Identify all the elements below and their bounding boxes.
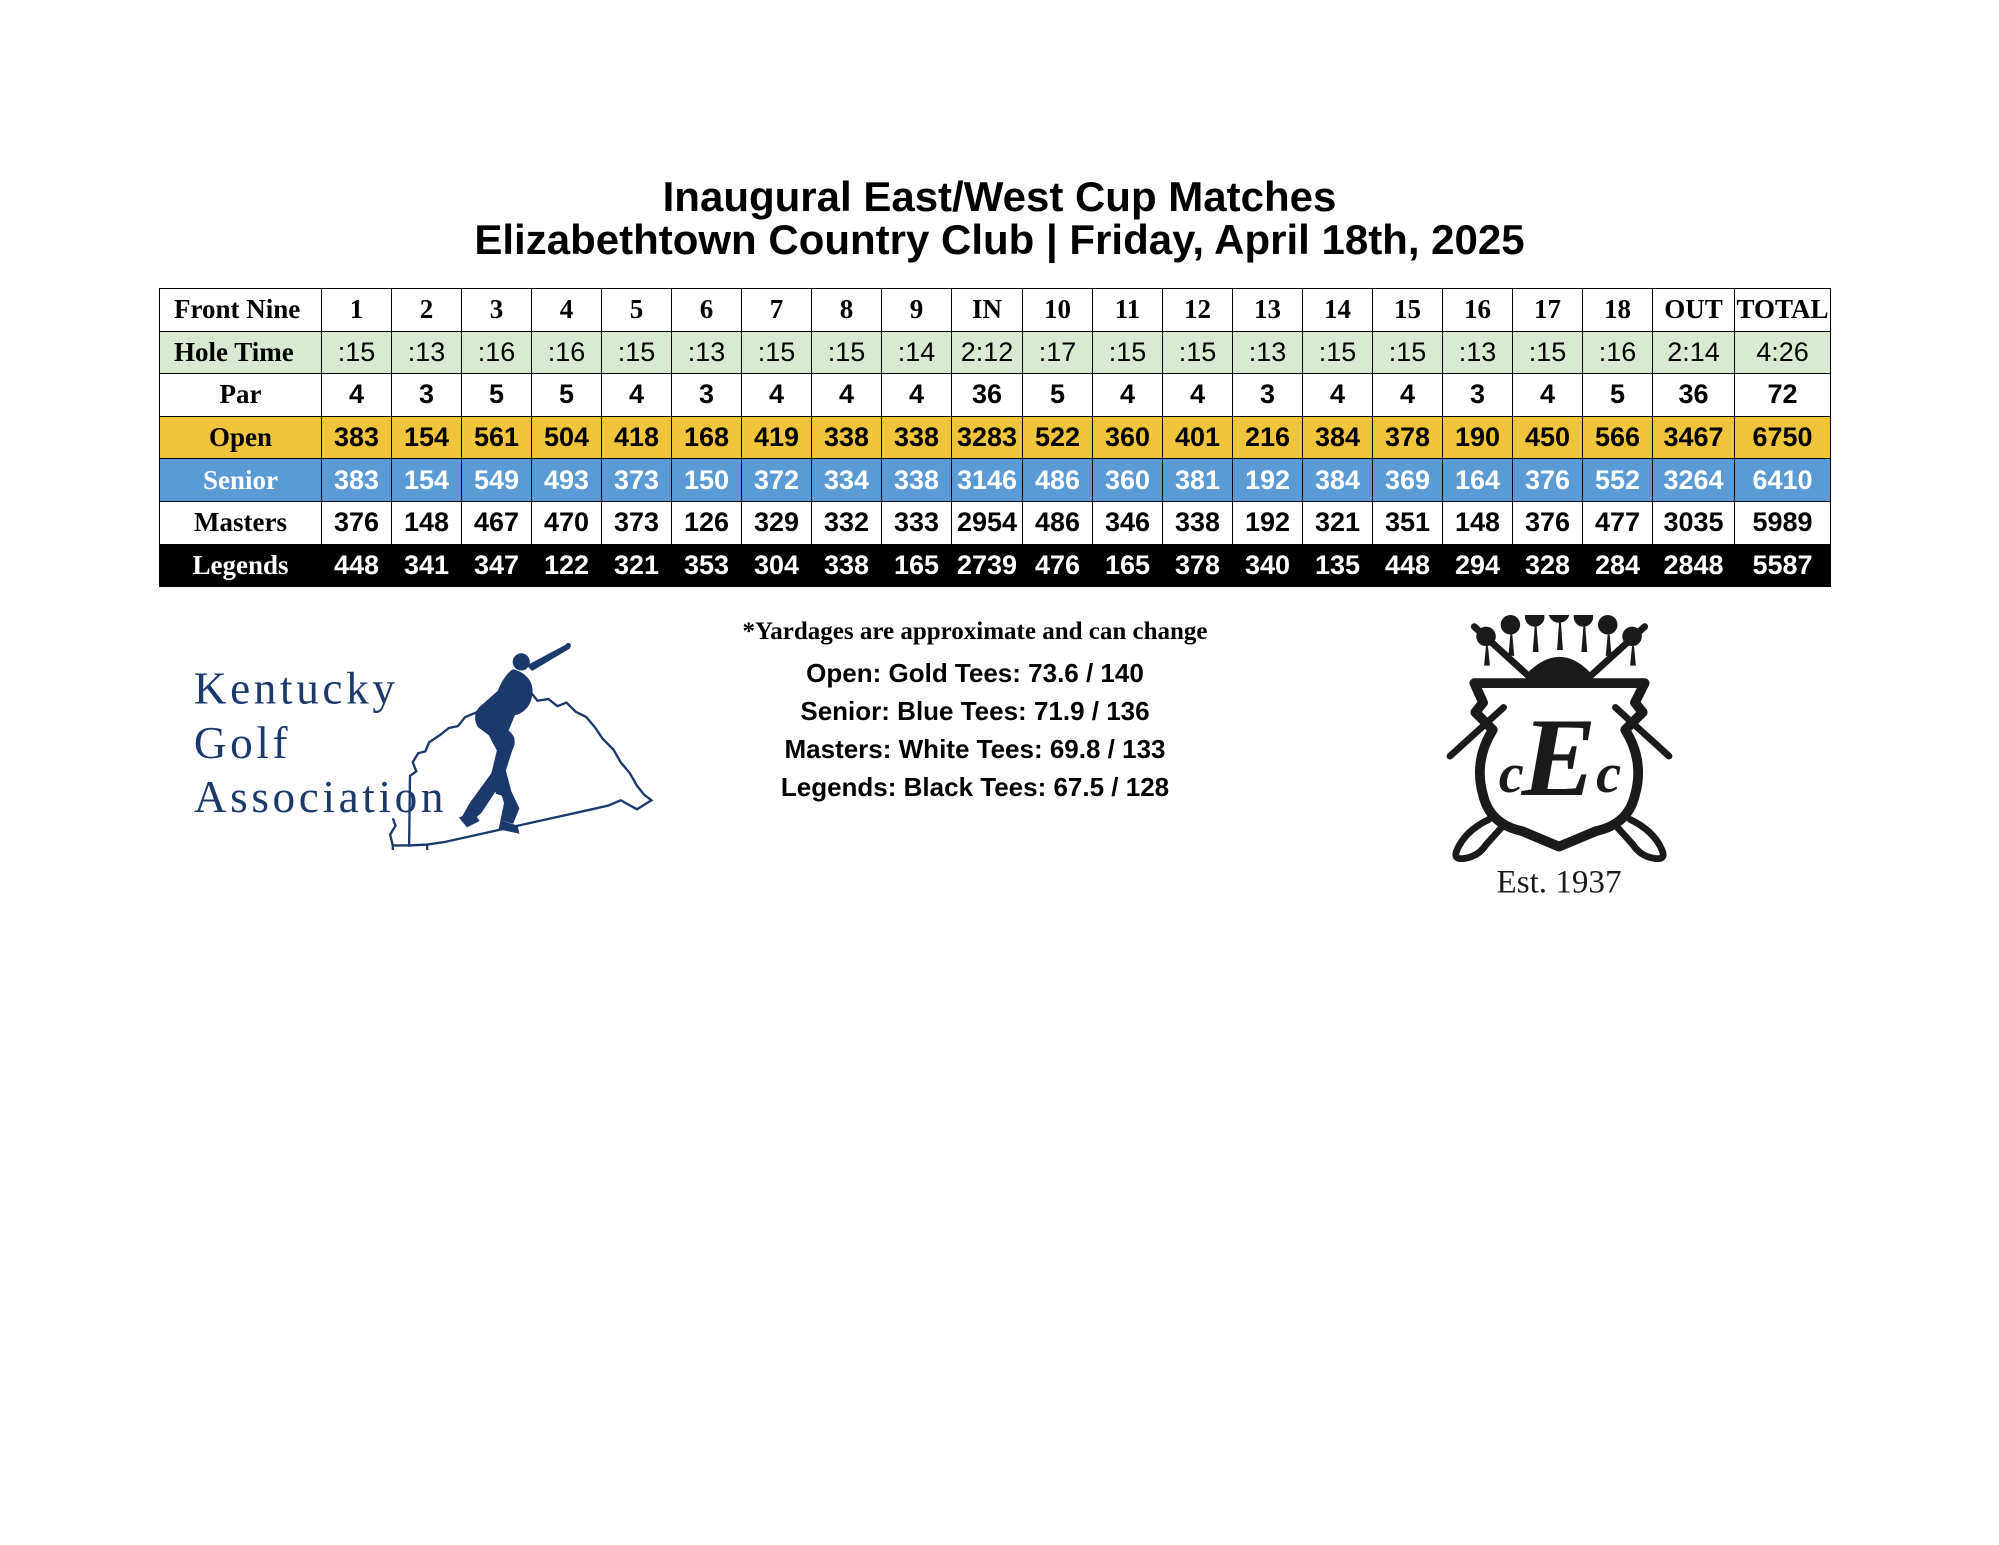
- svg-text:Golf: Golf: [194, 718, 291, 768]
- svg-text:c: c: [1596, 743, 1621, 805]
- svg-text:Kentucky: Kentucky: [194, 663, 399, 713]
- svg-text:Est. 1937: Est. 1937: [1497, 864, 1622, 900]
- svg-text:E: E: [1521, 696, 1597, 820]
- svg-text:c: c: [1499, 743, 1524, 805]
